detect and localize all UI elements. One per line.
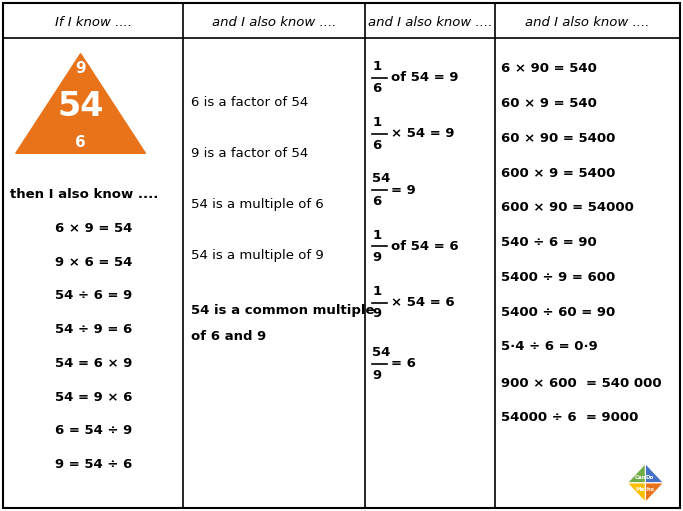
Text: If I know ....: If I know .... (55, 16, 132, 30)
Text: 5400 ÷ 60 = 90: 5400 ÷ 60 = 90 (501, 306, 615, 319)
Text: 600 × 9 = 5400: 600 × 9 = 5400 (501, 167, 615, 180)
Polygon shape (627, 483, 645, 502)
Text: = 9: = 9 (391, 183, 415, 197)
Text: × 54 = 9: × 54 = 9 (391, 127, 454, 141)
Text: 54000 ÷ 6  = 9000: 54000 ÷ 6 = 9000 (501, 411, 638, 425)
Text: then I also know ....: then I also know .... (10, 188, 158, 201)
Text: 6: 6 (372, 138, 382, 152)
Text: 54 = 6 × 9: 54 = 6 × 9 (55, 357, 132, 370)
Text: 54: 54 (57, 89, 104, 123)
Text: 9: 9 (372, 307, 381, 320)
Text: 6 is a factor of 54: 6 is a factor of 54 (191, 96, 309, 109)
Text: 6 × 9 = 54: 6 × 9 = 54 (55, 222, 132, 235)
Text: Do: Do (646, 475, 654, 479)
Text: 9: 9 (372, 368, 381, 382)
Text: Maths: Maths (636, 487, 655, 492)
Text: 54 ÷ 9 = 6: 54 ÷ 9 = 6 (55, 323, 132, 336)
Polygon shape (16, 54, 145, 153)
Text: 60 × 90 = 5400: 60 × 90 = 5400 (501, 132, 615, 145)
Text: 900 × 600  = 540 000: 900 × 600 = 540 000 (501, 377, 661, 390)
Text: and I also know ....: and I also know .... (212, 16, 337, 30)
Text: 9 × 6 = 54: 9 × 6 = 54 (55, 256, 132, 269)
Text: 54: 54 (372, 346, 391, 359)
Text: Can: Can (635, 475, 647, 479)
Text: 1: 1 (372, 228, 381, 242)
Text: 54 is a multiple of 9: 54 is a multiple of 9 (191, 249, 324, 262)
Text: × 54 = 6: × 54 = 6 (391, 296, 454, 309)
Text: of 6 and 9: of 6 and 9 (191, 330, 266, 343)
Text: 54: 54 (372, 172, 391, 185)
Text: 6: 6 (372, 82, 382, 96)
Text: = 6: = 6 (391, 357, 415, 370)
Text: 5400 ÷ 9 = 600: 5400 ÷ 9 = 600 (501, 271, 615, 284)
Text: 6 = 54 ÷ 9: 6 = 54 ÷ 9 (55, 424, 132, 437)
Text: 54 = 9 × 6: 54 = 9 × 6 (55, 390, 132, 404)
Text: 5·4 ÷ 6 = 0·9: 5·4 ÷ 6 = 0·9 (501, 340, 598, 354)
Text: 60 × 9 = 540: 60 × 9 = 540 (501, 97, 596, 110)
Text: 6: 6 (75, 134, 86, 150)
Text: 1: 1 (372, 285, 381, 298)
Polygon shape (645, 463, 664, 483)
Text: 9: 9 (75, 61, 86, 77)
Text: and I also know ....: and I also know .... (525, 16, 650, 30)
Text: of 54 = 9: of 54 = 9 (391, 71, 458, 84)
Polygon shape (645, 483, 664, 502)
Text: of 54 = 6: of 54 = 6 (391, 240, 458, 253)
Text: 540 ÷ 6 = 90: 540 ÷ 6 = 90 (501, 236, 596, 249)
Text: 6: 6 (372, 195, 382, 208)
Text: 54 is a multiple of 6: 54 is a multiple of 6 (191, 198, 324, 211)
Text: 1: 1 (372, 60, 381, 73)
Text: 6 × 90 = 540: 6 × 90 = 540 (501, 62, 596, 76)
Text: 9 is a factor of 54: 9 is a factor of 54 (191, 147, 309, 160)
Text: 54 is a common multiple: 54 is a common multiple (191, 304, 375, 317)
Text: 1: 1 (372, 116, 381, 129)
Text: and I also know ....: and I also know .... (368, 16, 492, 30)
Text: 54 ÷ 6 = 9: 54 ÷ 6 = 9 (55, 289, 132, 303)
Text: 9 = 54 ÷ 6: 9 = 54 ÷ 6 (55, 458, 132, 471)
Text: 600 × 90 = 54000: 600 × 90 = 54000 (501, 201, 634, 215)
Polygon shape (627, 463, 645, 483)
Text: 9: 9 (372, 251, 381, 264)
